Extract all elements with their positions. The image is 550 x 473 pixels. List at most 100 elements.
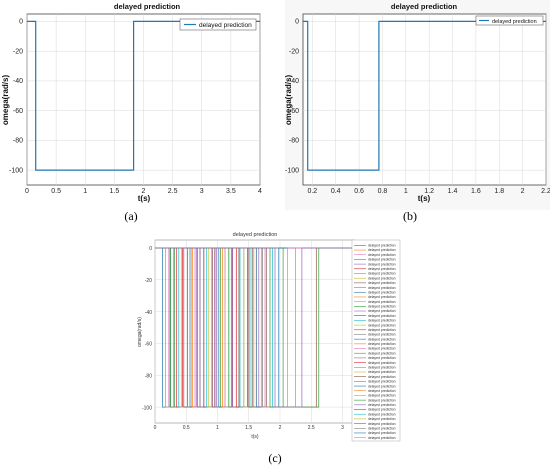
panel-a-x-label: t(s) <box>138 194 151 203</box>
y-tick-label: 0 <box>19 19 23 26</box>
legend-entry-label: delayed prediction <box>368 295 396 299</box>
legend-entry-label: delayed prediction <box>368 272 396 276</box>
legend-entry-label: delayed prediction <box>368 408 396 412</box>
panel-a-y-label: omega(rad/s) <box>1 75 10 126</box>
legend-entry-label: delayed prediction <box>368 403 396 407</box>
y-tick-label: -20 <box>13 48 23 55</box>
legend-entry-label: delayed prediction <box>368 361 396 365</box>
x-tick-label: 0 <box>25 188 29 195</box>
panel-a-x-ticks: 0 0.5 1 1.5 2 2.5 3 3.5 4 <box>25 188 262 195</box>
panel-a-chart: delayed prediction 0 0.5 1 1.5 2 2.5 3 3.5 4 0 -2… <box>1 2 262 223</box>
panel-c-chart: delayed prediction 0 0.5 1 1.5 2 2.5 3 0 -20 -40… <box>137 232 401 465</box>
x-tick-label: 0.5 <box>51 188 61 195</box>
legend-entry-label: delayed prediction <box>368 426 396 430</box>
y-tick-label: 0 <box>149 246 152 252</box>
y-tick-label: -80 <box>13 138 23 145</box>
legend-entry-label: delayed prediction <box>368 253 396 257</box>
y-tick-label: -20 <box>145 278 152 284</box>
panel-b-x-ticks: 0.2 0.4 0.6 0.8 1 1.2 1.4 1.6 1.8 2 2.2 <box>307 188 550 195</box>
legend-entry-label: delayed prediction <box>368 286 396 290</box>
x-tick-label: 2.2 <box>541 188 550 195</box>
legend-entry-label: delayed prediction <box>368 375 396 379</box>
legend-entry-label: delayed prediction <box>368 342 396 346</box>
panel-a-title: delayed prediction <box>114 2 181 11</box>
legend-entry-label: delayed prediction <box>368 328 396 332</box>
x-tick-label: 0.4 <box>331 188 341 195</box>
panel-c-plot-area <box>154 239 356 424</box>
x-tick-label: 4 <box>258 188 262 195</box>
panel-b-series-line <box>303 20 546 171</box>
x-tick-label: 0.5 <box>183 425 190 431</box>
x-tick-label: 1.5 <box>245 425 252 431</box>
legend-entry-label: delayed prediction <box>368 300 396 304</box>
legend-entry-label: delayed prediction <box>368 436 396 440</box>
x-tick-label: 1 <box>83 188 87 195</box>
x-tick-label: 0.8 <box>378 188 388 195</box>
legend-entry-label: delayed prediction <box>368 422 396 426</box>
legend-entry-label: delayed prediction <box>368 417 396 421</box>
x-tick-label: 2 <box>521 188 525 195</box>
x-tick-label: 0.6 <box>354 188 364 195</box>
x-tick-label: 2 <box>142 188 146 195</box>
legend-entry-label: delayed prediction <box>368 323 396 327</box>
legend-entry-label: delayed prediction <box>368 314 396 318</box>
x-tick-label: 3 <box>200 188 204 195</box>
legend-entry-label: delayed prediction <box>368 384 396 388</box>
panel-b-title: delayed prediction <box>391 2 458 11</box>
panel-a-legend: delayed prediction <box>179 18 257 31</box>
y-tick-label: -20 <box>289 48 299 55</box>
legend-entry-label: delayed prediction <box>368 281 396 285</box>
legend-entry-label: delayed prediction <box>368 305 396 309</box>
legend-entry-label: delayed prediction <box>368 347 396 351</box>
y-tick-label: -40 <box>13 78 23 85</box>
legend-entry-label: delayed prediction <box>368 244 396 248</box>
legend-entry-label: delayed prediction <box>368 319 396 323</box>
x-tick-label: 0.2 <box>307 188 317 195</box>
x-tick-label: 1.4 <box>448 188 458 195</box>
y-tick-label: -100 <box>285 167 299 174</box>
panel-a-series-line <box>27 20 260 171</box>
panel-b-chart: delayed prediction 0.2 0.4 0.6 0.8 1 1.2 1.4 1.… <box>284 0 550 223</box>
legend-entry-label: delayed prediction <box>368 267 396 271</box>
panel-c-series-lines <box>155 247 355 408</box>
legend-entry-label: delayed prediction <box>368 380 396 384</box>
y-tick-label: -80 <box>145 373 152 379</box>
x-tick-label: 3.5 <box>226 188 236 195</box>
x-tick-label: 0 <box>154 425 157 431</box>
legend-entry-label: delayed prediction <box>368 394 396 398</box>
x-tick-label: 2.5 <box>168 188 178 195</box>
legend-entry-label: delayed prediction <box>368 398 396 402</box>
panel-b-caption: (b) <box>403 209 417 223</box>
legend-entry-label: delayed prediction <box>368 337 396 341</box>
panel-c-x-ticks: 0 0.5 1 1.5 2 2.5 3 <box>154 425 345 431</box>
legend-entry-label: delayed prediction <box>368 276 396 280</box>
x-tick-label: 2.5 <box>308 425 315 431</box>
pulse-series-line <box>155 247 355 408</box>
legend-entry-label: delayed prediction <box>368 356 396 360</box>
panel-b-y-ticks: 0 -20 -40 -60 -80 -100 <box>285 19 299 175</box>
x-tick-label: 1.6 <box>471 188 481 195</box>
panel-b-legend: delayed prediction <box>475 15 544 26</box>
legend-entry-label: delayed prediction <box>368 333 396 337</box>
x-tick-label: 1.5 <box>110 188 120 195</box>
legend-entry-label: delayed prediction <box>368 412 396 416</box>
legend-entry-label: delayed prediction <box>368 248 396 252</box>
x-tick-label: 1.8 <box>494 188 504 195</box>
y-tick-label: -80 <box>289 138 299 145</box>
x-tick-label: 2 <box>279 425 282 431</box>
panel-a-caption: (a) <box>124 209 137 223</box>
y-tick-label: -100 <box>142 405 152 411</box>
legend-entry-label: delayed prediction <box>368 262 396 266</box>
legend-entry-label: delayed prediction <box>368 309 396 313</box>
panel-b-x-label: t(s) <box>418 194 431 203</box>
x-tick-label: 1 <box>216 425 219 431</box>
y-tick-label: -40 <box>145 310 152 316</box>
legend-entry-label: delayed prediction <box>368 365 396 369</box>
legend-entry-label: delayed prediction <box>368 431 396 435</box>
legend-entry-label: delayed prediction <box>368 370 396 374</box>
panel-c-y-ticks: 0 -20 -40 -60 -80 -100 <box>142 246 152 411</box>
panel-a-legend-label: delayed prediction <box>199 22 252 29</box>
panel-b-legend-label: delayed prediction <box>492 19 537 25</box>
y-tick-label: -100 <box>9 167 23 174</box>
